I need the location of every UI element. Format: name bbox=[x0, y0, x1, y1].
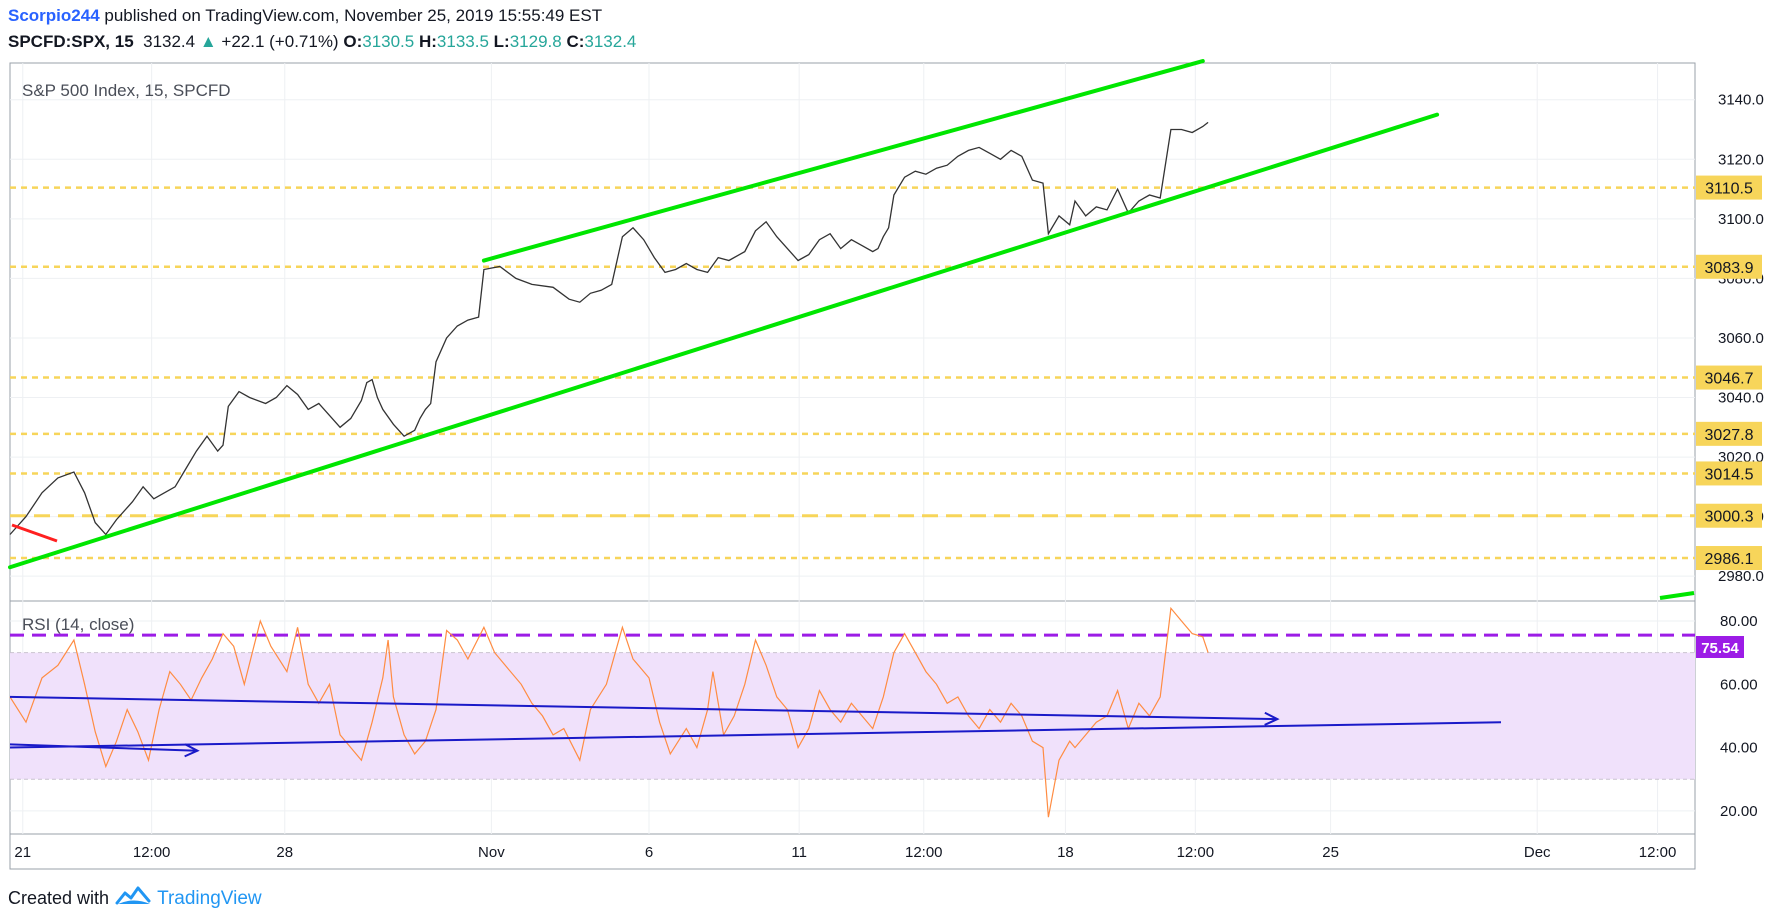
blue-trendline bbox=[9, 721, 1502, 749]
green-trendlines[interactable] bbox=[8, 59, 1695, 600]
price-tick-label: 3060.0 bbox=[1718, 330, 1764, 347]
footer: Created with TradingView bbox=[8, 885, 262, 912]
time-tick-label: 21 bbox=[14, 844, 31, 861]
price-series bbox=[9, 121, 1209, 536]
price-axis: 2980.03000.03020.03040.03060.03080.03100… bbox=[1718, 92, 1764, 585]
close-label: C: bbox=[566, 32, 585, 51]
blue-arrowhead bbox=[184, 743, 200, 758]
rsi-axis: 20.00 40.00 60.00 80.00 bbox=[1720, 613, 1758, 820]
level-tag-label: 3110.5 bbox=[1705, 181, 1753, 198]
tradingview-logo-icon bbox=[115, 885, 153, 912]
price-tick-label: 2980.0 bbox=[1718, 568, 1764, 585]
rsi-title: RSI (14, close) bbox=[22, 615, 134, 634]
level-tag-label: 2986.1 bbox=[1705, 551, 1754, 568]
level-tag bbox=[1696, 421, 1762, 446]
rsi-band bbox=[10, 652, 1695, 780]
rsi-tick-label: 20.00 bbox=[1720, 803, 1758, 820]
time-tick-label: 6 bbox=[645, 844, 653, 861]
level-tag-label: 3083.9 bbox=[1705, 260, 1754, 277]
time-tick-label: 12:00 bbox=[133, 844, 171, 861]
low-value: 3129.8 bbox=[509, 32, 562, 51]
level-tag-label: 3027.8 bbox=[1705, 427, 1754, 444]
green-trendline bbox=[8, 112, 1440, 570]
time-tick-label: 12:00 bbox=[905, 844, 943, 861]
symbol-label: SPCFD:SPX, 15 bbox=[8, 32, 134, 51]
price-tick-label: 3120.0 bbox=[1718, 151, 1764, 168]
level-tag-label: 3014.5 bbox=[1705, 466, 1754, 483]
published-text: published on TradingView.com, November 2… bbox=[104, 6, 603, 25]
tradingview-brand[interactable]: TradingView bbox=[157, 887, 262, 909]
time-tick-label: Nov bbox=[478, 844, 505, 861]
level-tag bbox=[1696, 546, 1762, 571]
time-tick-label: 28 bbox=[276, 844, 293, 861]
author-link[interactable]: Scorpio244 bbox=[8, 6, 100, 25]
close-value: 3132.4 bbox=[584, 32, 637, 51]
change-value: +22.1 (+0.71%) bbox=[221, 32, 339, 51]
high-value: 3133.5 bbox=[436, 32, 489, 51]
level-tag bbox=[1696, 461, 1762, 486]
level-tag bbox=[1696, 365, 1762, 390]
time-tick-label: Dec bbox=[1524, 844, 1551, 861]
high-label: H: bbox=[418, 32, 437, 51]
level-tag bbox=[1696, 254, 1762, 279]
level-tag-label: 3046.7 bbox=[1705, 371, 1754, 388]
rsi-series bbox=[9, 606, 1209, 818]
blue-trendline bbox=[9, 695, 1278, 721]
green-trendline bbox=[1659, 591, 1695, 600]
open-value: 3130.5 bbox=[362, 32, 415, 51]
open-label: O: bbox=[343, 32, 363, 51]
price-tick-label: 3140.0 bbox=[1718, 92, 1764, 109]
rsi-value-tag bbox=[1696, 636, 1744, 658]
chart-title: S&P 500 Index, 15, SPCFD bbox=[22, 81, 231, 100]
up-arrow-icon: ▲ bbox=[199, 32, 217, 51]
time-tick-label: 12:00 bbox=[1639, 844, 1677, 861]
level-tag-label: 3000.3 bbox=[1705, 509, 1754, 526]
created-with-text: Created with bbox=[8, 888, 110, 908]
rsi-value-label: 75.54 bbox=[1701, 640, 1739, 657]
rsi-tick-label: 80.00 bbox=[1720, 613, 1758, 630]
last-price: 3132.4 bbox=[143, 32, 196, 51]
price-tick-label: 3040.0 bbox=[1718, 390, 1764, 407]
price-tick-label: 3100.0 bbox=[1718, 211, 1764, 228]
symbol-summary: SPCFD:SPX, 15 3132.4 ▲ +22.1 (+0.71%) O:… bbox=[8, 32, 636, 52]
low-label: L: bbox=[493, 32, 510, 51]
time-tick-label: 11 bbox=[791, 844, 807, 861]
level-tag bbox=[1696, 175, 1762, 200]
time-tick-label: 18 bbox=[1057, 844, 1074, 861]
green-trendline bbox=[481, 59, 1205, 263]
rsi-tick-label: 60.00 bbox=[1720, 676, 1758, 693]
red-trendline[interactable] bbox=[11, 523, 58, 543]
price-levels bbox=[10, 186, 1695, 560]
level-tags: 3110.5 3083.9 3046.7 3027.8 3014.5 3000.3 2986… bbox=[1696, 175, 1762, 571]
rsi-tick-label: 40.00 bbox=[1720, 740, 1758, 757]
level-tag bbox=[1696, 503, 1762, 528]
blue-trendline bbox=[9, 743, 198, 752]
blue-arrowhead bbox=[1264, 711, 1280, 726]
time-tick-label: 12:00 bbox=[1177, 844, 1215, 861]
publish-info: Scorpio244 published on TradingView.com,… bbox=[8, 6, 602, 26]
time-tick-label: 25 bbox=[1322, 844, 1339, 861]
blue-trendlines[interactable] bbox=[9, 695, 1502, 758]
